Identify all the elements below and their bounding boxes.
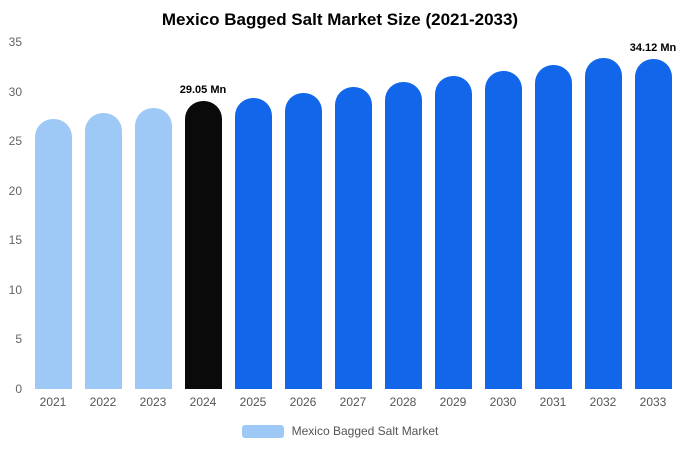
bar-2029 — [434, 75, 472, 389]
x-tick-label-2030: 2030 — [489, 395, 517, 409]
x-tick-label-2026: 2026 — [289, 395, 317, 409]
data-label-2033: 34.12 Mn — [629, 42, 677, 54]
legend: Mexico Bagged Salt Market — [0, 424, 680, 438]
x-tick-label-2028: 2028 — [389, 395, 417, 409]
x-tick-label-2024: 2024 — [189, 395, 217, 409]
bar-2031 — [534, 64, 572, 389]
x-tick-label-2029: 2029 — [439, 395, 467, 409]
bar-column-2027 — [328, 42, 378, 389]
y-tick-label: 20 — [8, 183, 22, 198]
x-tick-label-2023: 2023 — [139, 395, 167, 409]
y-axis: 0 5 10 15 20 25 30 35 — [0, 35, 24, 396]
bar-2027 — [334, 87, 372, 389]
bar-2030 — [484, 70, 522, 389]
data-label-2024: 29.05 Mn — [179, 84, 227, 96]
y-tick-label: 0 — [15, 382, 22, 396]
legend-label: Mexico Bagged Salt Market — [291, 424, 439, 438]
x-tick-label-2027: 2027 — [339, 395, 367, 409]
bars-group: 29.05 Mn 34.12 Mn — [28, 42, 678, 389]
x-axis: 2021 2022 2023 2024 2025 2026 2027 2028 2029 2030… — [28, 395, 678, 409]
x-tick-label-2033: 2033 — [639, 395, 667, 409]
y-tick-label: 30 — [8, 84, 22, 99]
bar-2026 — [284, 92, 322, 389]
bar-2028 — [384, 81, 422, 389]
bar-column-2026 — [278, 42, 328, 389]
bar-column-2022 — [78, 42, 128, 389]
x-tick-label-2032: 2032 — [589, 395, 617, 409]
x-tick-label-2022: 2022 — [89, 395, 117, 409]
legend-swatch — [241, 424, 284, 438]
bar-column-2028 — [378, 42, 428, 389]
y-tick-label: 5 — [15, 332, 22, 347]
bar-2021 — [34, 119, 72, 389]
bar-column-2029 — [428, 42, 478, 389]
y-tick-label: 10 — [8, 282, 22, 297]
y-tick-label: 25 — [8, 134, 22, 149]
bar-column-2023 — [128, 42, 178, 389]
bar-2023 — [134, 108, 172, 389]
bar-column-2025 — [228, 42, 278, 389]
x-tick-label-2021: 2021 — [39, 395, 67, 409]
bar-column-2021 — [28, 42, 78, 389]
y-tick-label: 35 — [8, 35, 22, 49]
bar-column-2031 — [528, 42, 578, 389]
bar-2033 — [634, 59, 672, 389]
chart-title: Mexico Bagged Salt Market Size (2021-203… — [161, 10, 519, 29]
x-tick-label-2025: 2025 — [239, 395, 267, 409]
x-tick-label-2031: 2031 — [539, 395, 567, 409]
bar-column-2024: 29.05 Mn — [178, 42, 228, 389]
bar-column-2030 — [478, 42, 528, 389]
bar-2025 — [234, 97, 272, 389]
bar-2022 — [84, 113, 122, 389]
y-tick-label: 15 — [8, 233, 22, 248]
plot-area: 29.05 Mn 34.12 Mn — [28, 42, 678, 389]
bar-column-2032 — [578, 42, 628, 389]
bar-2032 — [584, 58, 622, 389]
bar-column-2033: 34.12 Mn — [628, 42, 678, 389]
bar-2024 — [184, 101, 222, 389]
